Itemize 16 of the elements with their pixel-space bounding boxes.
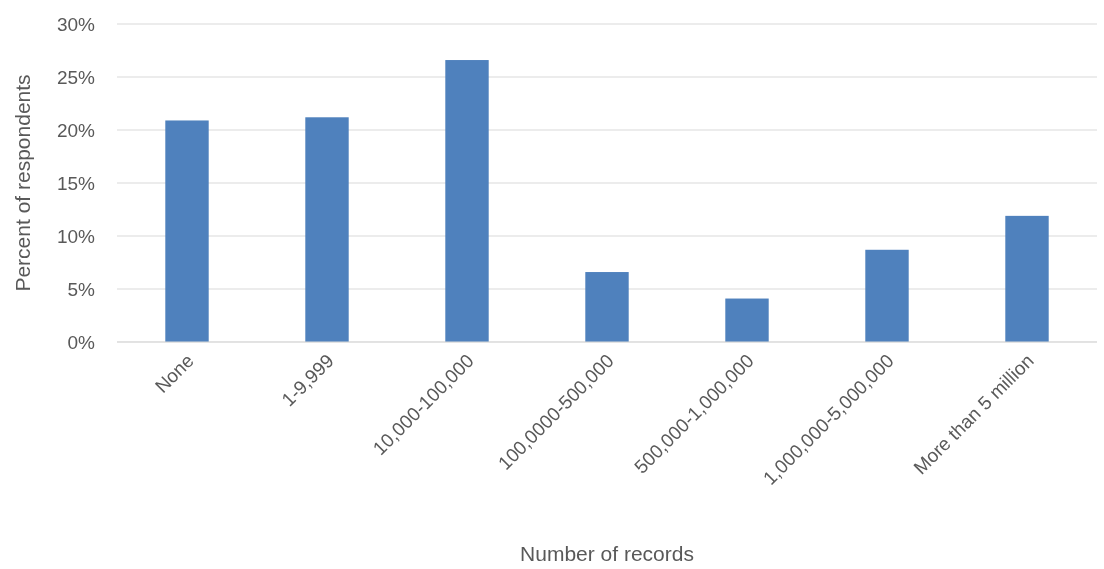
bar: [865, 249, 909, 342]
bar: [585, 272, 629, 342]
y-tick-label: 25%: [56, 66, 96, 88]
y-tick-label: 30%: [56, 13, 96, 35]
bar: [305, 117, 349, 342]
bar: [1005, 215, 1049, 342]
bar: [725, 298, 769, 342]
bar: [165, 120, 209, 342]
y-axis-title: Percent of respondents: [11, 74, 34, 292]
y-tick-label: 15%: [56, 172, 96, 194]
y-tick-label: 0%: [67, 331, 96, 353]
x-axis-title: Number of records: [520, 542, 694, 565]
y-tick-label: 20%: [56, 119, 96, 141]
y-tick-label: 10%: [56, 225, 96, 247]
bar: [445, 60, 489, 342]
y-tick-label: 5%: [67, 278, 96, 300]
